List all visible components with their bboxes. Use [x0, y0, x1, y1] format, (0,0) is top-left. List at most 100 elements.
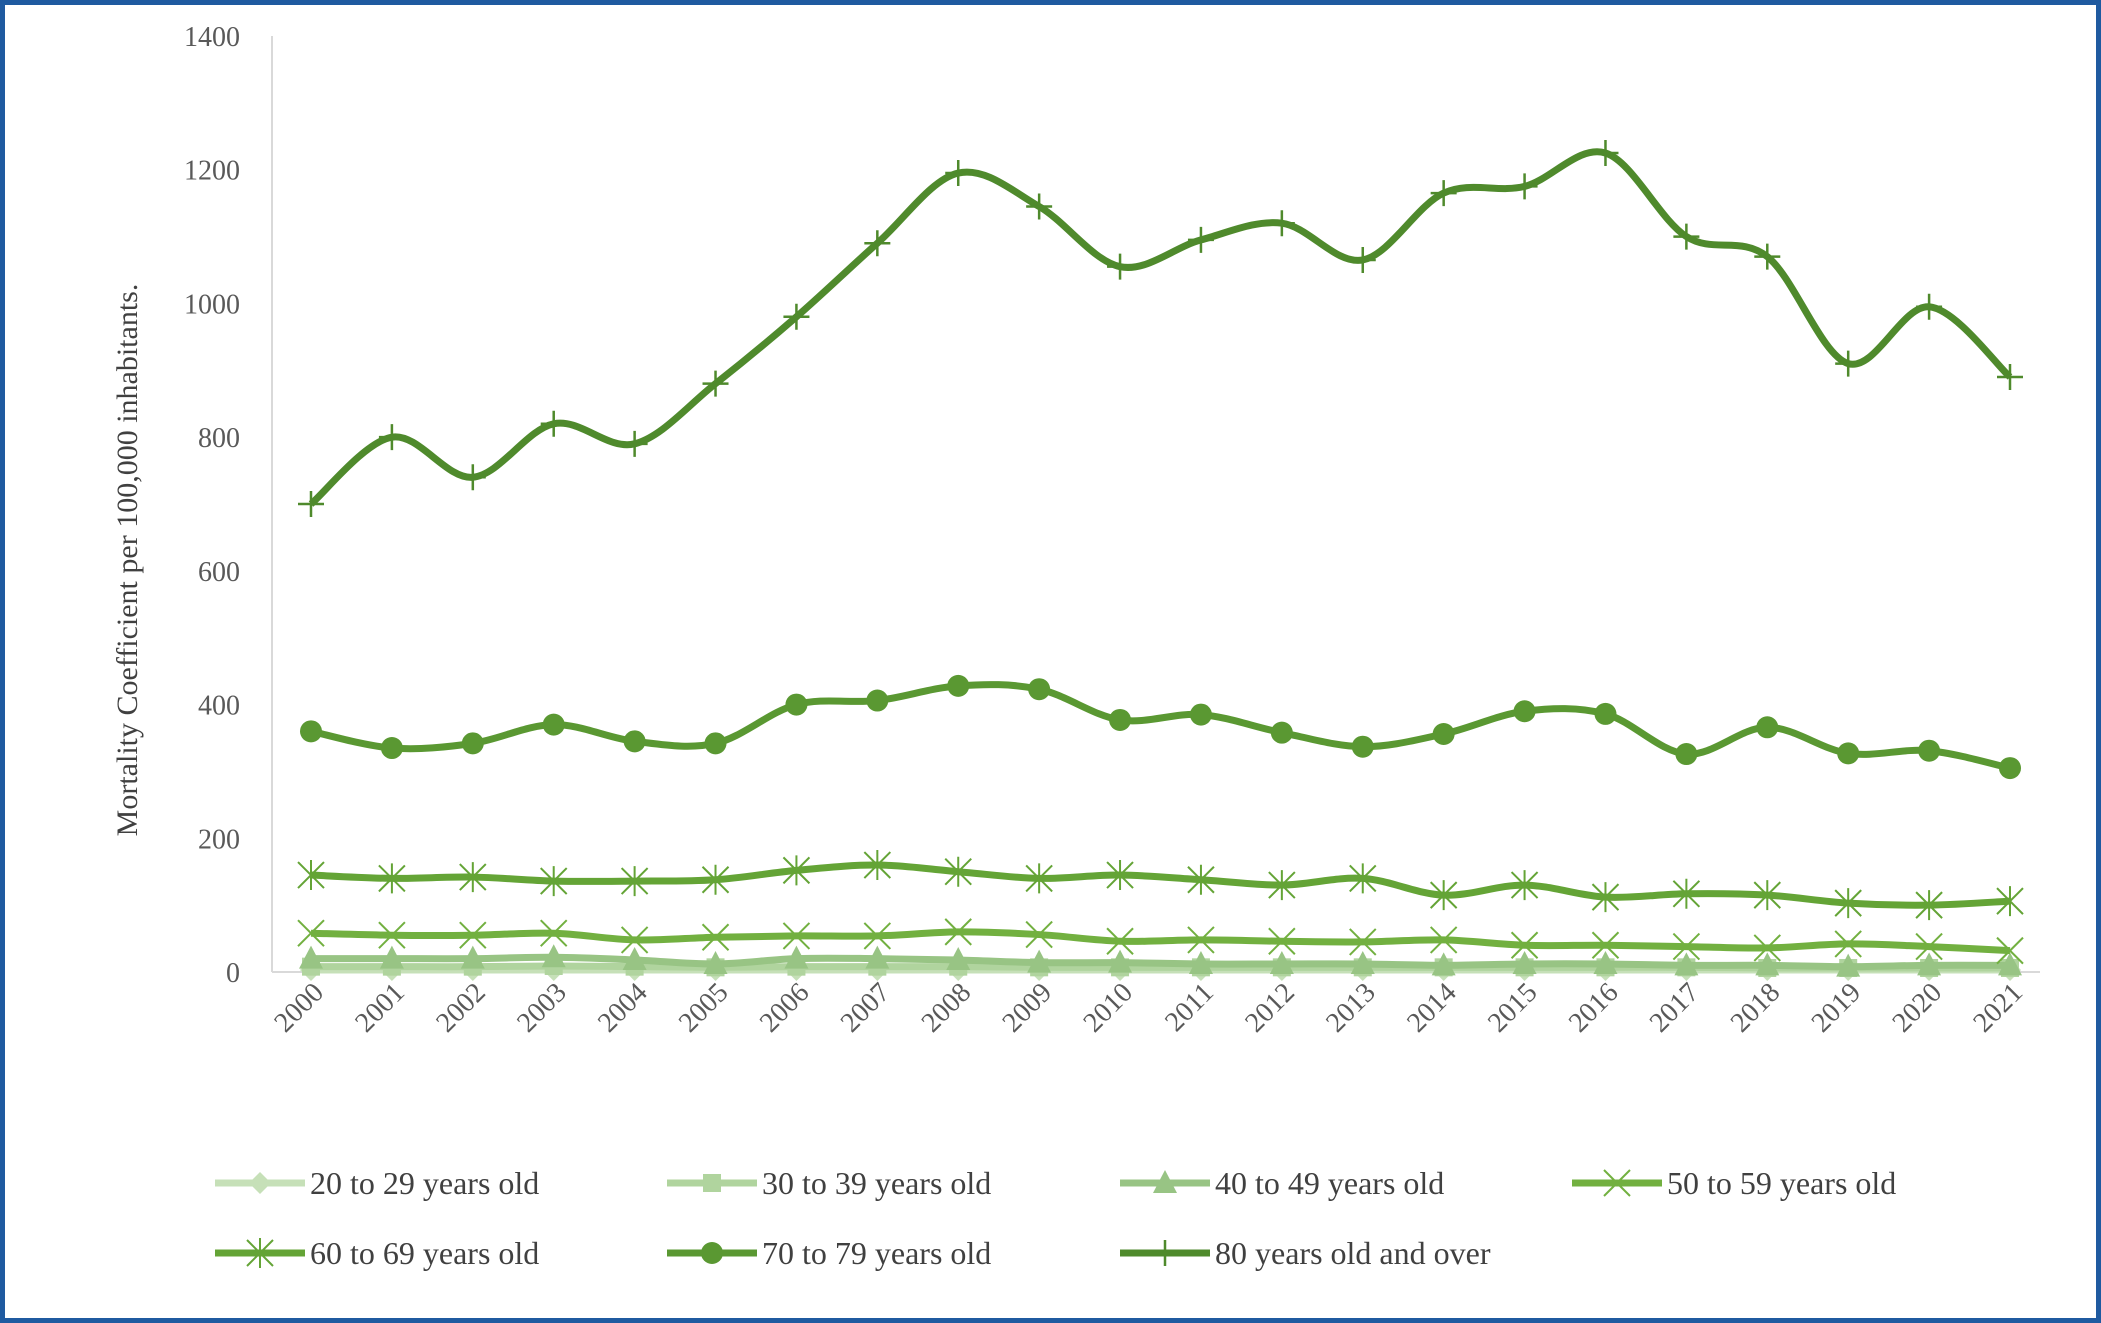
data-point [782, 855, 811, 886]
legend-marker [1153, 1170, 1177, 1193]
data-point [1915, 890, 1943, 921]
data-point [1028, 678, 1051, 701]
legend-item: 50 to 59 years old [1572, 1165, 1896, 1201]
x-tick-label: 2004 [592, 977, 654, 1039]
data-point [300, 720, 322, 743]
data-point [863, 922, 892, 950]
data-point [703, 950, 728, 974]
x-tick-label: 2018 [1725, 977, 1787, 1039]
data-point [782, 922, 811, 950]
series-line [310, 861, 2011, 909]
data-point [702, 370, 729, 397]
data-point [1594, 702, 1617, 725]
x-tick-label: 2001 [349, 977, 411, 1039]
data-point [1349, 863, 1377, 894]
data-point [1835, 350, 1862, 377]
series-60-to-69-years-old [297, 850, 2024, 921]
y-tick-label: 1400 [184, 22, 240, 53]
data-point [1187, 864, 1215, 895]
series-80-years-old-and-over [298, 140, 2023, 517]
y-axis-label: Mortality Coefficient per 100,000 inhabi… [111, 284, 144, 837]
data-point [1834, 930, 1862, 958]
data-point [540, 866, 568, 897]
data-point [459, 921, 487, 949]
data-point [1025, 863, 1053, 894]
series-line [308, 148, 2013, 507]
data-point [1997, 363, 2023, 390]
data-point [1351, 735, 1374, 758]
series-line [310, 928, 2011, 955]
y-tick-label: 1200 [184, 156, 240, 187]
legend-marker [701, 1242, 723, 1264]
data-point [1837, 742, 1860, 765]
legend-label: 70 to 79 years old [762, 1235, 991, 1271]
legend-item: 40 to 49 years old [1120, 1165, 1444, 1201]
data-point [1429, 926, 1458, 954]
data-point [1755, 952, 1780, 976]
data-point [863, 850, 892, 881]
data-point [622, 946, 647, 970]
data-point [380, 737, 403, 760]
data-point [378, 863, 406, 894]
data-point [1836, 953, 1861, 977]
data-point [1187, 926, 1215, 954]
y-tick-label: 1000 [184, 289, 240, 320]
data-point [1999, 757, 2021, 780]
data-point [701, 864, 730, 895]
x-tick-label: 2012 [1239, 977, 1301, 1039]
data-point [866, 689, 889, 712]
data-point [1753, 934, 1781, 962]
data-point [864, 230, 891, 257]
data-point [461, 732, 484, 755]
data-point [1269, 950, 1294, 974]
x-tick-label: 2006 [754, 977, 816, 1039]
data-point [1592, 140, 1619, 166]
x-tick-label: 2009 [997, 977, 1059, 1039]
data-point [1429, 880, 1458, 911]
data-point [783, 303, 810, 330]
legend-label: 60 to 69 years old [310, 1235, 539, 1271]
data-point [944, 856, 972, 887]
data-point [1431, 952, 1456, 976]
legend-item: 30 to 39 years old [667, 1165, 991, 1201]
x-tick-label: 2011 [1159, 977, 1220, 1038]
data-point [1672, 932, 1701, 961]
data-point [1027, 949, 1052, 973]
x-tick-label: 2002 [430, 977, 492, 1039]
legend-item: 20 to 29 years old [215, 1165, 539, 1201]
data-point [1430, 180, 1457, 207]
legend: 20 to 29 years old 30 to 39 years old 40 t… [215, 1165, 1896, 1271]
data-point [1026, 193, 1053, 220]
series-line [310, 953, 2011, 971]
x-tick-label: 2008 [916, 977, 978, 1039]
data-point [1268, 870, 1296, 901]
data-point [1188, 950, 1213, 974]
y-tick-label: 600 [198, 557, 240, 588]
data-point [704, 732, 727, 755]
data-point [1996, 936, 2024, 965]
data-point [540, 410, 567, 437]
data-point [1350, 950, 1375, 974]
legend-item: 70 to 79 years old [667, 1235, 991, 1271]
data-point [1109, 708, 1132, 731]
data-point [1512, 950, 1537, 974]
data-point [1675, 743, 1698, 766]
x-tick-label: 2007 [835, 977, 897, 1039]
data-point [299, 945, 323, 969]
data-point [1349, 928, 1377, 956]
data-point [620, 866, 649, 897]
data-point [701, 923, 730, 951]
data-point [1834, 888, 1862, 919]
legend-marker [1603, 1169, 1631, 1197]
legend-label: 20 to 29 years old [310, 1165, 539, 1201]
x-tick-label: 2013 [1320, 977, 1382, 1039]
data-point [620, 926, 649, 954]
data-point [298, 491, 324, 517]
data-point [1593, 950, 1618, 974]
data-point [1511, 173, 1538, 200]
data-point [1025, 920, 1053, 949]
legend-label: 80 years old and over [1215, 1235, 1491, 1271]
series-line [310, 681, 2011, 772]
